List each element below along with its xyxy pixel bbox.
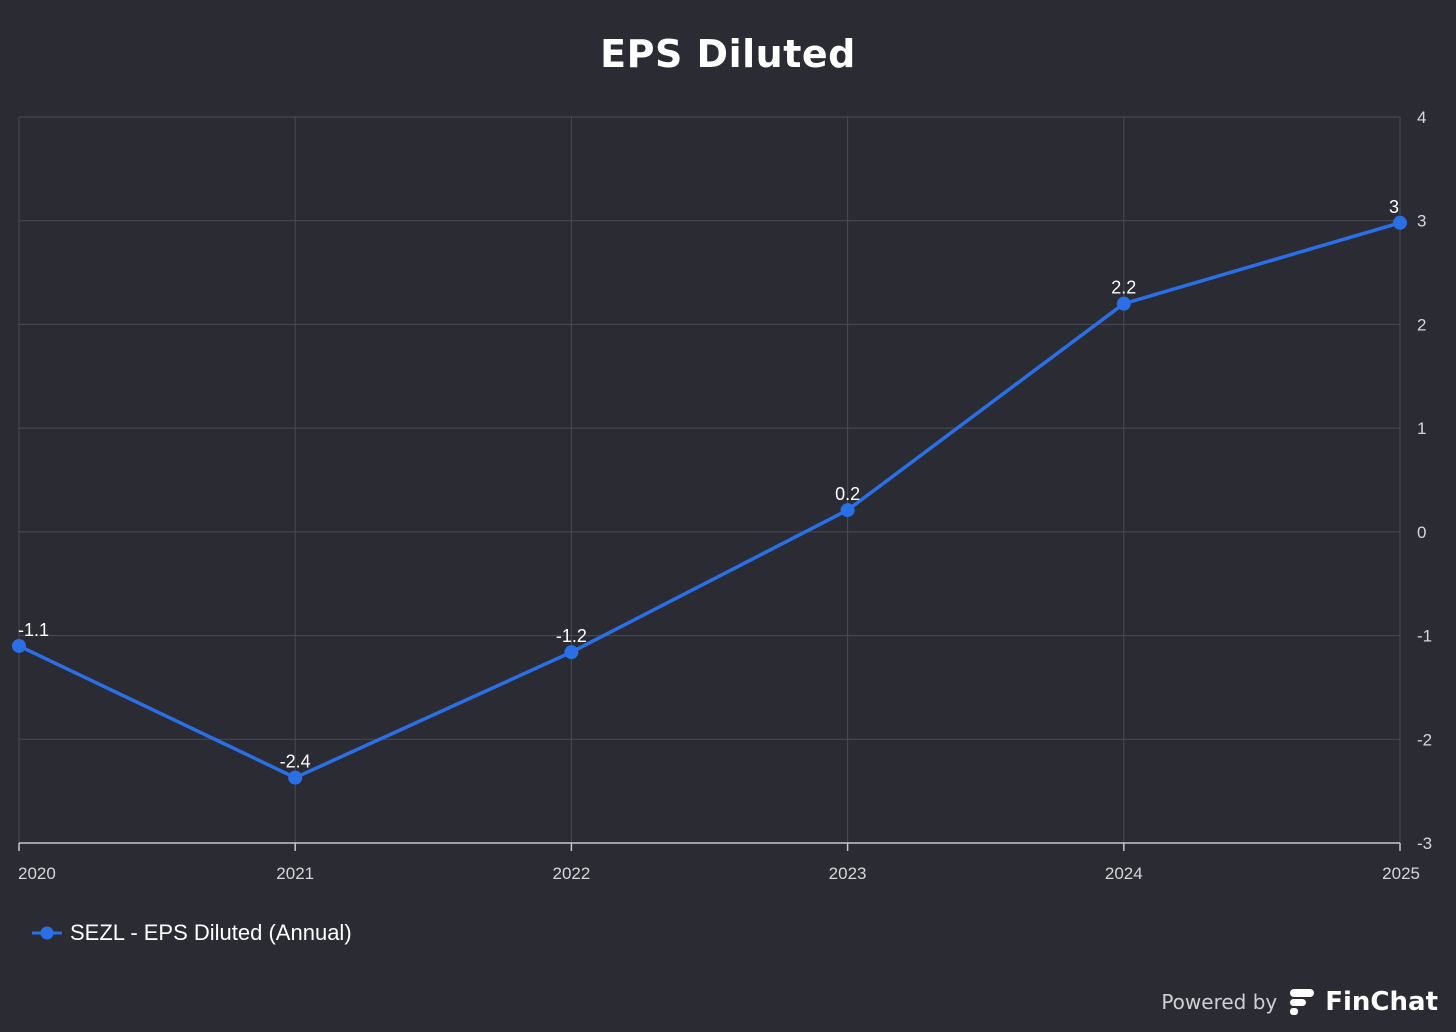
chart-title: EPS Diluted xyxy=(600,32,856,76)
data-label: 0.2 xyxy=(835,484,860,504)
y-tick-label: -3 xyxy=(1417,834,1432,853)
axes: 4 3 2 1 0 -1 -2 -3 2020 2021 2022 2023 2024 2025 xyxy=(18,108,1432,883)
y-tick-label: 0 xyxy=(1417,523,1426,542)
series-line xyxy=(18,221,1401,780)
x-tick-label: 2025 xyxy=(1382,864,1420,883)
data-point[interactable] xyxy=(1393,215,1407,230)
y-tick-label: -1 xyxy=(1417,627,1432,646)
x-tick-label: 2021 xyxy=(276,864,314,883)
data-label: -1.2 xyxy=(556,626,587,646)
y-tick-label: 2 xyxy=(1417,315,1426,334)
branding[interactable]: Powered by FinChat xyxy=(1161,982,1438,1022)
series-layer xyxy=(12,215,1407,785)
powered-by-label: Powered by xyxy=(1161,990,1278,1014)
y-tick-label: 4 xyxy=(1417,108,1426,127)
y-tick-label: 1 xyxy=(1417,419,1426,438)
legend-swatch-icon xyxy=(32,926,62,940)
y-tick-label: 3 xyxy=(1417,212,1426,231)
x-tick-label: 2022 xyxy=(552,864,590,883)
x-tick-label: 2020 xyxy=(18,864,56,883)
y-tick-label: -2 xyxy=(1417,730,1432,749)
data-point[interactable] xyxy=(564,645,579,660)
data-label: 2.2 xyxy=(1111,278,1136,298)
x-tick-label: 2024 xyxy=(1105,864,1143,883)
data-label: -1.1 xyxy=(18,620,49,640)
data-label: 3 xyxy=(1389,197,1399,217)
legend-label: SEZL - EPS Diluted (Annual) xyxy=(70,920,352,945)
data-point[interactable] xyxy=(12,638,26,653)
data-point[interactable] xyxy=(840,503,855,518)
legend[interactable]: SEZL - EPS Diluted (Annual) xyxy=(32,916,352,950)
brand-name: FinChat xyxy=(1325,987,1438,1017)
grid xyxy=(18,116,1401,843)
data-point[interactable] xyxy=(288,770,303,785)
data-point[interactable] xyxy=(1116,296,1131,311)
data-labels: -1.1 -2.4 -1.2 0.2 2.2 3 xyxy=(18,197,1399,772)
data-label: -2.4 xyxy=(280,752,311,772)
finchat-logo-icon xyxy=(1290,989,1315,1015)
x-tick-label: 2023 xyxy=(829,864,867,883)
